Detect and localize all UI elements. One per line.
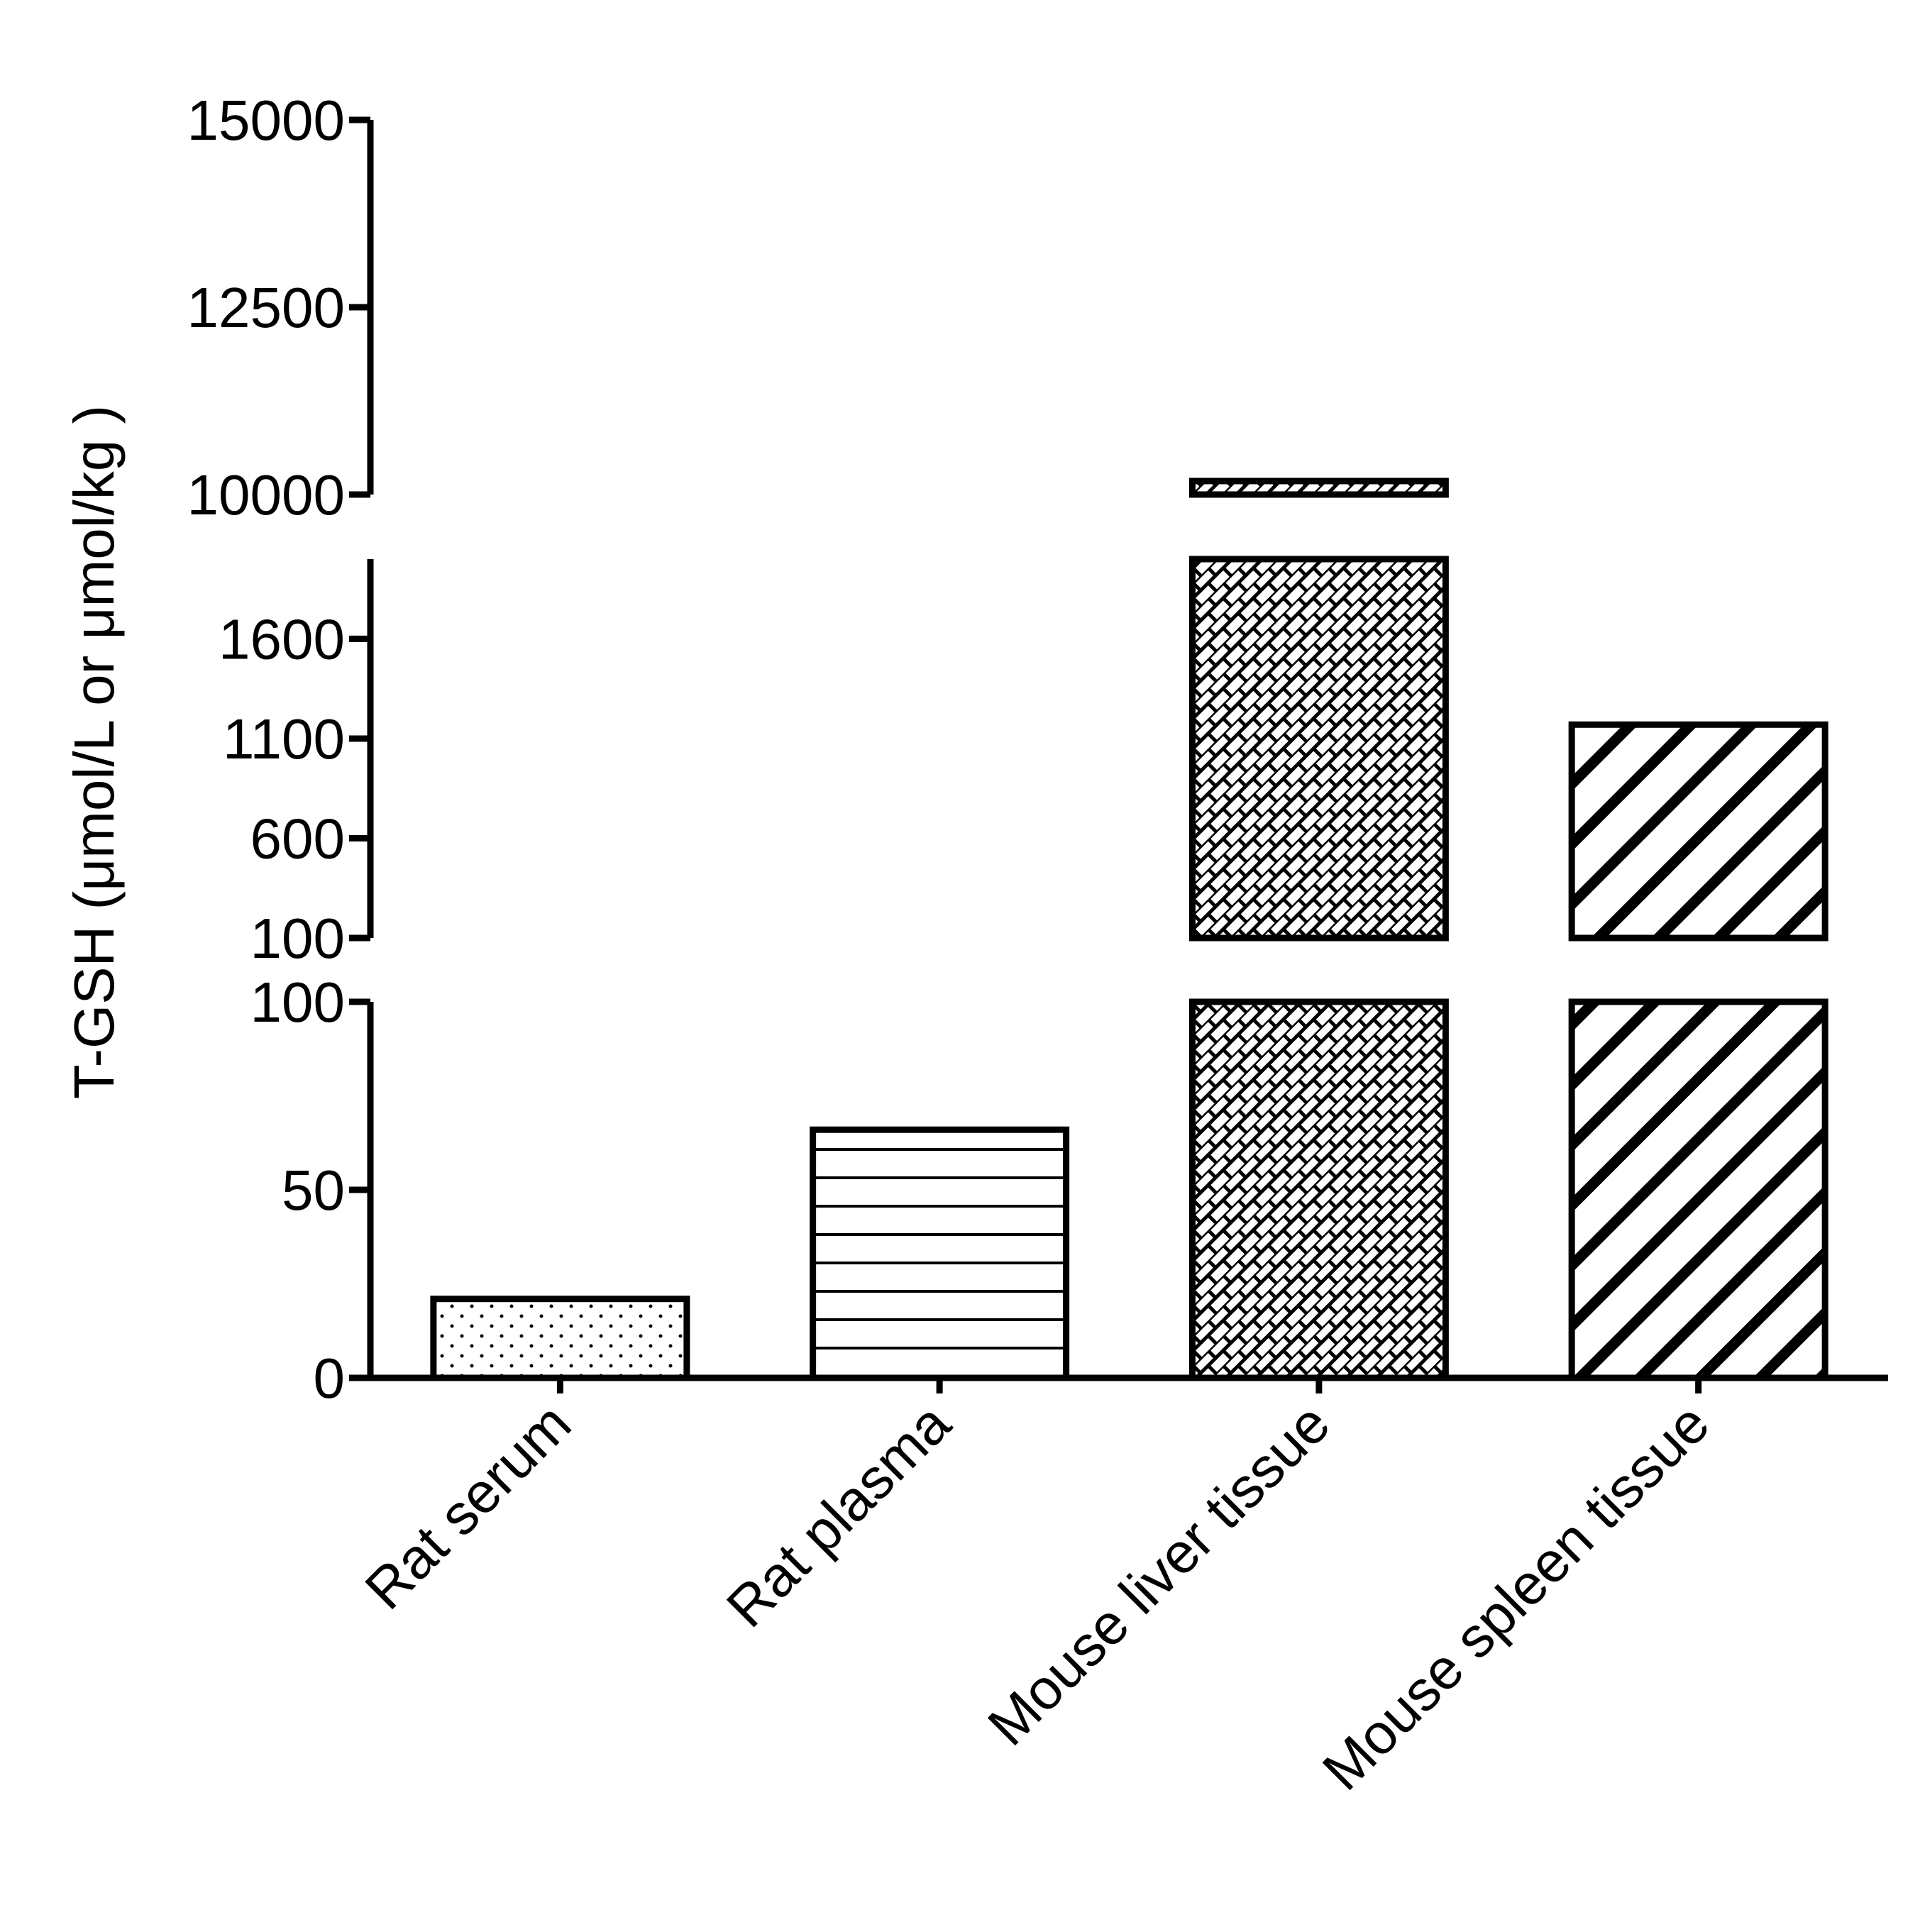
y-tick-label: 12500 bbox=[187, 276, 345, 339]
x-tick-label: Rat serum bbox=[353, 1391, 583, 1621]
bar bbox=[1188, 556, 1449, 942]
bar bbox=[430, 1296, 690, 1381]
bar bbox=[1568, 998, 1829, 1381]
x-tick-label: Mouse spleen tissue bbox=[1311, 1391, 1721, 1802]
y-tick-label: 600 bbox=[250, 807, 345, 870]
y-tick-label: 1600 bbox=[219, 607, 345, 670]
bar bbox=[1568, 721, 1829, 942]
y-tick-label: 100 bbox=[250, 971, 345, 1034]
bar bbox=[810, 1126, 1070, 1381]
y-tick-label: 10000 bbox=[187, 463, 345, 526]
bar bbox=[1188, 478, 1449, 498]
y-tick-label: 1100 bbox=[223, 707, 345, 771]
y-tick-label: 50 bbox=[282, 1159, 345, 1222]
y-axis-label: T-GSH (μmol/L or μmol/kg ) bbox=[62, 405, 126, 1099]
y-tick-label: 100 bbox=[250, 907, 345, 970]
x-tick-label: Mouse liver tissue bbox=[976, 1391, 1342, 1757]
x-tick-label: Rat plasma bbox=[715, 1391, 962, 1639]
y-tick-label: 0 bbox=[314, 1347, 346, 1410]
y-tick-label: 15000 bbox=[187, 89, 345, 152]
bar bbox=[1188, 998, 1449, 1381]
